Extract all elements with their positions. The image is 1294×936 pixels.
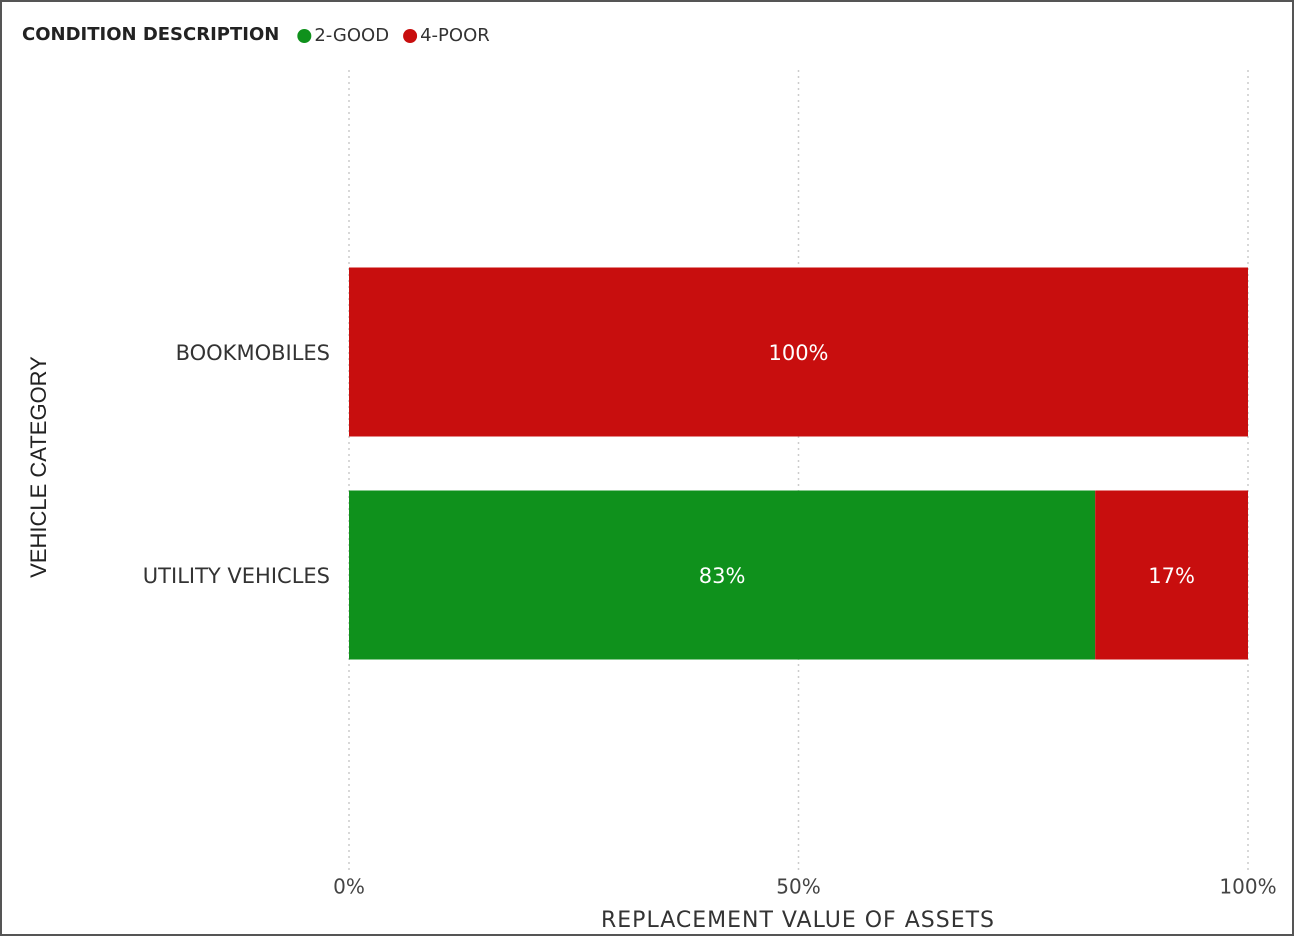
x-axis-title: REPLACEMENT VALUE OF ASSETS xyxy=(601,908,995,933)
legend-title: CONDITION DESCRIPTION xyxy=(22,24,279,45)
bar-segment xyxy=(349,490,1096,660)
bar-segment xyxy=(1095,490,1248,660)
legend-label: 2-GOOD xyxy=(314,25,389,46)
x-tick-label: 100% xyxy=(1219,875,1276,899)
data-label: 83% xyxy=(699,564,746,588)
x-tick-label: 50% xyxy=(776,875,820,899)
data-label: 100% xyxy=(768,341,828,365)
y-tick-label: UTILITY VEHICLES xyxy=(143,564,330,588)
y-tick-label: BOOKMOBILES xyxy=(176,341,330,365)
legend-marker xyxy=(403,29,418,43)
legend-label: 4-POOR xyxy=(420,25,490,46)
bar-segment xyxy=(349,267,1248,437)
data-label: 17% xyxy=(1148,564,1195,588)
x-tick-label: 0% xyxy=(333,875,365,899)
y-axis-title: VEHICLE CATEGORY xyxy=(26,356,51,578)
legend-marker xyxy=(297,29,312,43)
